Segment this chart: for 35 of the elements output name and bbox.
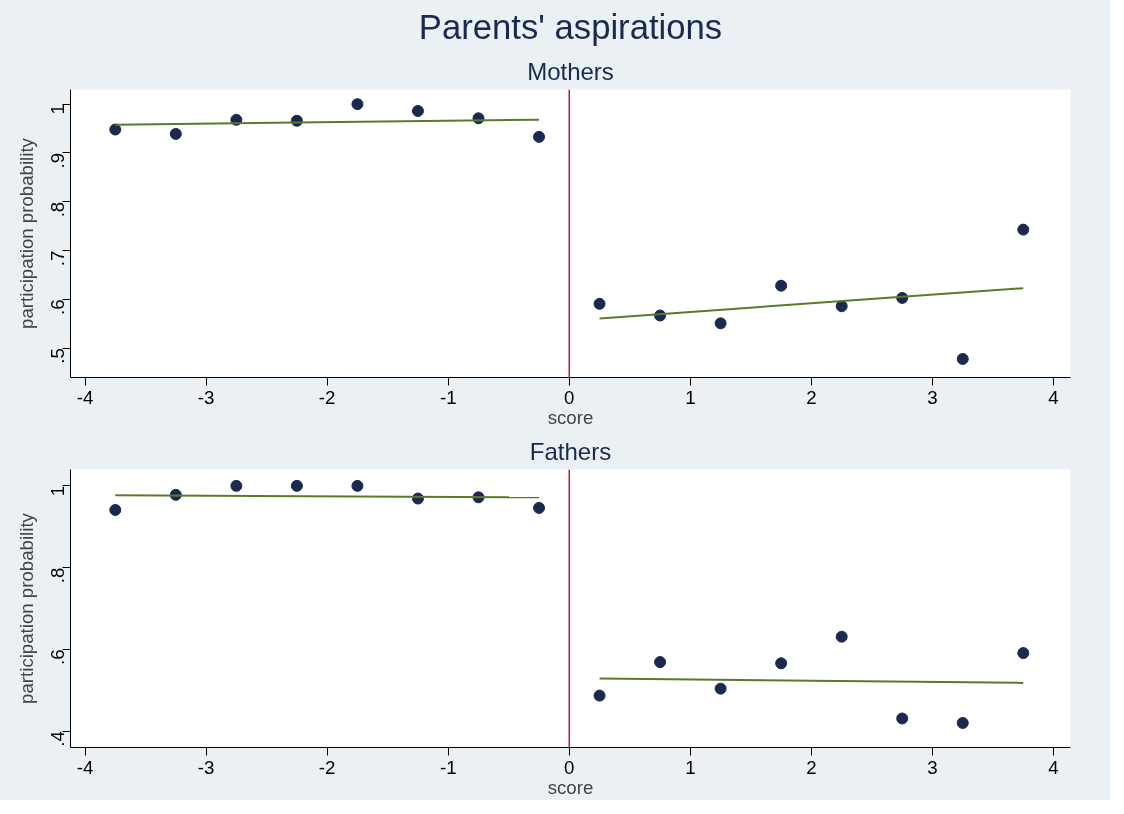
x-tick-label: 2 <box>806 756 817 778</box>
y-axis-title: participation probability <box>15 512 37 704</box>
x-tick-label: 4 <box>1048 756 1059 778</box>
x-tick-label: -4 <box>76 386 94 408</box>
x-axis-title: score <box>547 776 594 798</box>
x-tick-label: 0 <box>564 386 575 408</box>
x-tick-label: -2 <box>318 386 336 408</box>
y-tick-label: .5 <box>47 348 68 364</box>
chart-subtitle: Mothers <box>527 57 614 85</box>
y-tick-label: .7 <box>47 250 68 267</box>
x-tick-label: -1 <box>439 756 457 778</box>
y-tick-label: 1 <box>47 104 68 115</box>
y-tick-label: .6 <box>47 299 68 315</box>
x-tick-label: 0 <box>564 756 575 778</box>
y-tick-label: .9 <box>47 152 68 169</box>
y-tick-label: .6 <box>47 649 68 665</box>
x-tick-label: -1 <box>439 386 457 408</box>
x-tick-label: 1 <box>685 756 696 778</box>
x-tick-label: -2 <box>318 756 336 778</box>
x-tick-label: -4 <box>76 756 94 778</box>
x-tick-label: 4 <box>1048 386 1059 408</box>
y-tick-label: .8 <box>47 201 68 218</box>
x-axis-title: score <box>547 406 594 428</box>
y-axis-title: participation probability <box>15 137 37 329</box>
x-tick-label: -3 <box>197 386 215 408</box>
x-tick-label: -3 <box>197 756 215 778</box>
x-tick-label: 2 <box>806 386 817 408</box>
x-tick-label: 3 <box>927 386 938 408</box>
x-tick-label: 3 <box>927 756 938 778</box>
chart-title: Parents' aspirations <box>418 7 723 46</box>
y-tick-label: 1 <box>47 485 68 497</box>
y-tick-label: .8 <box>47 567 68 584</box>
x-tick-label: 1 <box>685 386 696 408</box>
y-tick-label: .4 <box>47 731 68 747</box>
chart-subtitle: Fathers <box>529 437 612 465</box>
